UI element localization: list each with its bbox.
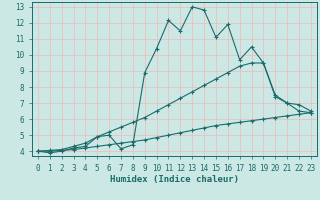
X-axis label: Humidex (Indice chaleur): Humidex (Indice chaleur) <box>110 175 239 184</box>
